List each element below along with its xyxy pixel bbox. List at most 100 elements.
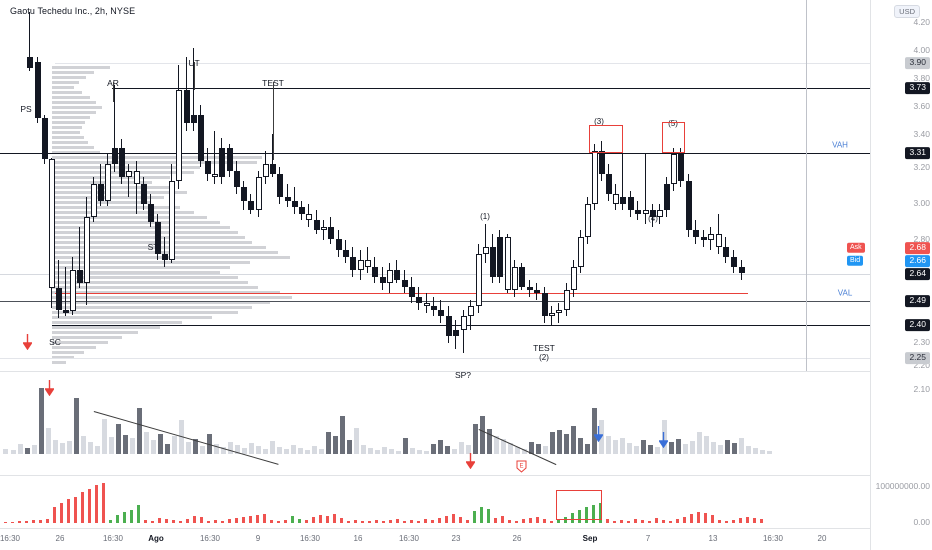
- volume-pane[interactable]: E: [0, 371, 870, 475]
- wave-label-1: (1): [480, 212, 490, 221]
- candle-wick: [485, 223, 486, 264]
- volume-bar: [220, 447, 226, 454]
- candle-wick: [622, 140, 623, 211]
- candle-body: [118, 147, 125, 178]
- volume-profile-bar: [52, 126, 82, 130]
- volume-bar: [206, 434, 212, 454]
- volume-bar: [150, 440, 156, 454]
- candle-body: [467, 306, 474, 317]
- indicator-bar: [647, 521, 651, 523]
- volume-bar: [570, 426, 576, 454]
- price-badge-266: 2.66: [905, 255, 930, 267]
- indicator-bar: [668, 521, 672, 523]
- volume-bar: [2, 449, 8, 454]
- wyckoff-label-sc: SC: [49, 337, 61, 347]
- candle-body: [670, 154, 677, 184]
- volume-profile-bar: [52, 216, 207, 220]
- candle-body: [83, 217, 90, 284]
- volume-bar: [115, 424, 121, 454]
- volume-bar: [129, 438, 135, 454]
- svg-text:E: E: [519, 464, 523, 470]
- indicator-bar: [122, 512, 126, 523]
- volume-bar: [290, 445, 296, 454]
- indicator-bar: [38, 520, 42, 523]
- candle-wick: [164, 236, 165, 267]
- indicator-bar: [507, 520, 511, 523]
- price-tick: 3.00: [913, 198, 930, 208]
- candle-body: [262, 164, 269, 178]
- volume-profile-bar: [52, 241, 252, 245]
- price-tick: 100000000.00: [875, 481, 930, 491]
- volume-profile-bar: [52, 231, 238, 235]
- volume-profile-bar: [52, 191, 187, 195]
- volume-bar: [94, 446, 100, 454]
- candle-body: [555, 309, 562, 314]
- candle-wick: [558, 303, 559, 323]
- candle-body: [526, 286, 533, 290]
- candle-body: [97, 184, 104, 201]
- candle-body: [204, 160, 211, 175]
- indicator-bar: [738, 518, 742, 523]
- volume-bar: [234, 445, 240, 454]
- indicator-bar: [640, 520, 644, 523]
- volume-profile-bar: [52, 336, 122, 340]
- time-axis[interactable]: 16:30 26 16:30 Ago 16:30 9 16:30 16 16:30 23 26 Sep…: [0, 528, 870, 550]
- volume-bar: [633, 446, 639, 454]
- candle-wick: [128, 164, 129, 198]
- indicator-bar: [619, 520, 623, 523]
- volume-bar: [332, 436, 338, 454]
- volume-profile-bar: [52, 201, 150, 205]
- price-pane[interactable]: VAH VAL PS AR UT TEST ST SC SP? TEST (1) (2) (3) (4)…: [0, 0, 870, 380]
- volume-bar: [430, 444, 436, 454]
- indicator-bar: [66, 499, 70, 523]
- volume-bar: [192, 439, 198, 454]
- candle-body: [605, 174, 612, 194]
- volume-profile-bar: [52, 211, 194, 215]
- indicator-bar: [94, 485, 98, 523]
- candle-body: [649, 210, 656, 218]
- candle-wick: [294, 187, 295, 214]
- volume-profile-bar: [52, 161, 257, 165]
- volume-bar: [738, 438, 744, 454]
- volume-profile-bar: [52, 71, 94, 75]
- indicator-bar: [633, 519, 637, 523]
- candle-body: [69, 270, 76, 312]
- volume-bar: [640, 440, 646, 454]
- volume-profile-bar: [52, 251, 278, 255]
- indicator-bar: [346, 521, 350, 523]
- price-tick: 3.40: [913, 129, 930, 139]
- candle-wick: [645, 154, 646, 224]
- indicator-pane[interactable]: [0, 475, 870, 528]
- volume-bar: [542, 446, 548, 454]
- candle-body: [104, 164, 111, 201]
- volume-bar: [766, 451, 772, 454]
- volume-profile-bar: [52, 176, 170, 180]
- volume-profile-bar: [52, 156, 262, 160]
- ask-tag: Ask: [847, 242, 865, 254]
- price-badge-331: 3.31: [905, 147, 930, 159]
- volume-downtrend: [93, 411, 279, 465]
- earnings-marker[interactable]: E: [516, 460, 527, 473]
- candle-body: [475, 253, 482, 307]
- volume-bar: [626, 443, 632, 454]
- volume-bar: [619, 438, 625, 454]
- candle-body: [298, 207, 305, 214]
- volume-bar: [10, 450, 16, 454]
- candle-body: [707, 233, 714, 241]
- candle-body: [183, 89, 190, 123]
- candle-wick: [136, 160, 137, 214]
- candle-body: [563, 289, 570, 310]
- wyckoff-tick: [194, 62, 195, 90]
- volume-profile-bar: [52, 356, 74, 360]
- indicator-bar: [150, 521, 154, 523]
- volume-bar: [486, 429, 492, 454]
- indicator-bar: [437, 518, 441, 523]
- volume-profile-bar: [52, 101, 96, 105]
- candle-body: [357, 260, 364, 271]
- indicator-bar: [332, 514, 336, 523]
- volume-bar: [157, 434, 163, 454]
- candle-body: [504, 236, 511, 290]
- price-axis[interactable]: USD 4.20 4.00 3.80 3.60 3.40 3.20 3.00 2.80 2.30…: [847, 0, 932, 550]
- candle-body: [305, 213, 312, 221]
- indicator-bar: [3, 522, 7, 523]
